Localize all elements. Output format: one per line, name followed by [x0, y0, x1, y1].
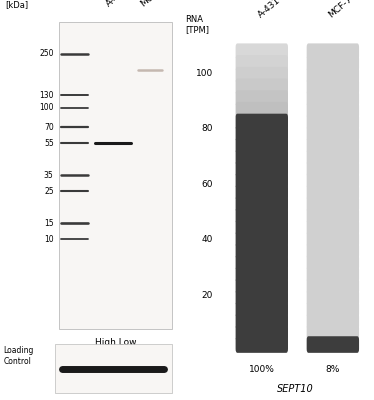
FancyBboxPatch shape [307, 242, 359, 259]
FancyBboxPatch shape [307, 278, 359, 294]
Text: A-431: A-431 [105, 0, 131, 9]
FancyBboxPatch shape [307, 289, 359, 306]
FancyBboxPatch shape [55, 344, 172, 393]
FancyBboxPatch shape [307, 196, 359, 212]
Text: 25: 25 [44, 187, 53, 196]
FancyBboxPatch shape [236, 266, 288, 282]
Text: 250: 250 [39, 49, 53, 58]
FancyBboxPatch shape [236, 324, 288, 341]
FancyBboxPatch shape [307, 254, 359, 271]
FancyBboxPatch shape [236, 43, 288, 60]
FancyBboxPatch shape [307, 301, 359, 318]
FancyBboxPatch shape [307, 67, 359, 84]
FancyBboxPatch shape [236, 231, 288, 248]
Text: MCF-7: MCF-7 [139, 0, 166, 9]
FancyBboxPatch shape [59, 22, 172, 329]
FancyBboxPatch shape [307, 149, 359, 166]
FancyBboxPatch shape [236, 313, 288, 330]
Text: 100: 100 [39, 104, 53, 112]
Text: High Low: High Low [95, 338, 136, 347]
FancyBboxPatch shape [236, 301, 288, 318]
FancyBboxPatch shape [307, 231, 359, 248]
FancyBboxPatch shape [307, 266, 359, 282]
FancyBboxPatch shape [236, 207, 288, 224]
Text: 10: 10 [44, 235, 53, 244]
Text: 60: 60 [202, 180, 213, 189]
Text: 55: 55 [44, 139, 53, 148]
Text: Loading
Control: Loading Control [4, 346, 34, 366]
Text: MCF-7: MCF-7 [327, 0, 355, 20]
FancyBboxPatch shape [307, 55, 359, 72]
FancyBboxPatch shape [307, 114, 359, 130]
Text: 40: 40 [202, 235, 213, 244]
FancyBboxPatch shape [307, 184, 359, 200]
FancyBboxPatch shape [307, 313, 359, 330]
FancyBboxPatch shape [236, 102, 288, 118]
FancyBboxPatch shape [236, 172, 288, 189]
Text: 80: 80 [202, 124, 213, 134]
FancyBboxPatch shape [307, 219, 359, 236]
FancyBboxPatch shape [236, 137, 288, 154]
FancyBboxPatch shape [307, 102, 359, 118]
FancyBboxPatch shape [236, 278, 288, 294]
FancyBboxPatch shape [307, 78, 359, 95]
FancyBboxPatch shape [236, 160, 288, 177]
Text: 20: 20 [202, 290, 213, 300]
FancyBboxPatch shape [236, 289, 288, 306]
Text: 8%: 8% [326, 366, 340, 374]
FancyBboxPatch shape [236, 125, 288, 142]
FancyBboxPatch shape [307, 207, 359, 224]
FancyBboxPatch shape [236, 196, 288, 212]
FancyBboxPatch shape [236, 67, 288, 84]
FancyBboxPatch shape [307, 336, 359, 353]
FancyBboxPatch shape [307, 160, 359, 177]
FancyBboxPatch shape [236, 336, 288, 353]
FancyBboxPatch shape [236, 114, 288, 130]
FancyBboxPatch shape [236, 254, 288, 271]
Text: SEPT10: SEPT10 [277, 384, 314, 394]
FancyBboxPatch shape [307, 172, 359, 189]
Text: 130: 130 [39, 91, 53, 100]
FancyBboxPatch shape [236, 184, 288, 200]
Text: RNA
[TPM]: RNA [TPM] [185, 15, 209, 34]
Text: 70: 70 [44, 123, 53, 132]
FancyBboxPatch shape [236, 55, 288, 72]
Text: 35: 35 [44, 171, 53, 180]
Text: 100: 100 [196, 69, 213, 78]
FancyBboxPatch shape [236, 242, 288, 259]
Text: A-431: A-431 [256, 0, 282, 20]
FancyBboxPatch shape [307, 137, 359, 154]
Text: [kDa]: [kDa] [6, 0, 28, 9]
Text: 15: 15 [44, 219, 53, 228]
FancyBboxPatch shape [307, 324, 359, 341]
FancyBboxPatch shape [307, 125, 359, 142]
FancyBboxPatch shape [236, 78, 288, 95]
FancyBboxPatch shape [236, 149, 288, 166]
FancyBboxPatch shape [236, 219, 288, 236]
FancyBboxPatch shape [307, 90, 359, 107]
FancyBboxPatch shape [307, 43, 359, 60]
FancyBboxPatch shape [236, 90, 288, 107]
Text: 100%: 100% [249, 366, 275, 374]
